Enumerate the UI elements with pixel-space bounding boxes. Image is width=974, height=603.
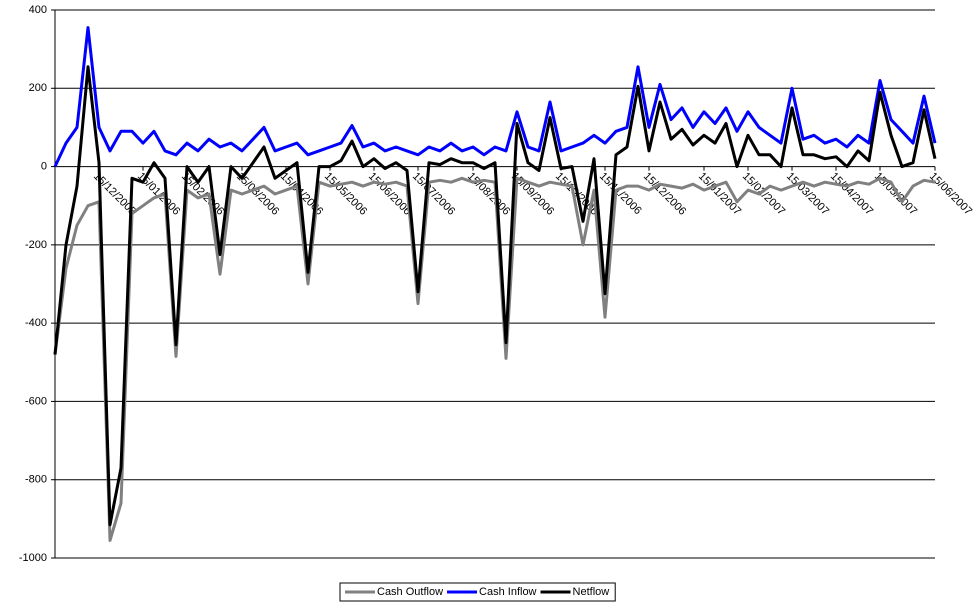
y-tick-label: -400 <box>25 317 47 329</box>
legend: Cash Outflow Cash Inflow Netflow <box>339 582 616 602</box>
x-tick-label: 15/04/2007 <box>828 170 875 217</box>
y-tick-label: 0 <box>41 160 47 172</box>
y-tick-label: -800 <box>25 474 47 486</box>
series-line <box>53 176 936 542</box>
y-tick-label: 200 <box>29 82 47 94</box>
x-tick-label: 15/02/2007 <box>740 170 787 217</box>
legend-box <box>339 582 616 602</box>
x-tick-label: 15/07/2006 <box>410 170 457 217</box>
y-tick-label: 400 <box>29 4 47 16</box>
y-tick-label: -1000 <box>19 552 47 564</box>
x-tick-label: 15/01/2007 <box>696 170 743 217</box>
x-tick-label: 15/11/2006 <box>597 170 644 217</box>
x-tick-label: 15/12/2006 <box>641 170 688 217</box>
y-tick-label: -600 <box>25 395 47 407</box>
y-tick-label: -200 <box>25 239 47 251</box>
x-tick-label: 15/01/2006 <box>135 170 182 217</box>
x-tick-label: 15/03/2007 <box>784 170 831 217</box>
x-tick-label: 15/06/2007 <box>927 170 974 217</box>
series-line <box>53 65 937 527</box>
legend-label: Netflow <box>573 586 610 598</box>
x-tick-label: 15/05/2006 <box>322 170 369 217</box>
series-line <box>53 26 937 168</box>
legend-label: Cash Outflow <box>377 586 443 598</box>
legend-label: Cash Inflow <box>479 586 537 598</box>
x-tick-label: 15/08/2006 <box>465 170 512 217</box>
